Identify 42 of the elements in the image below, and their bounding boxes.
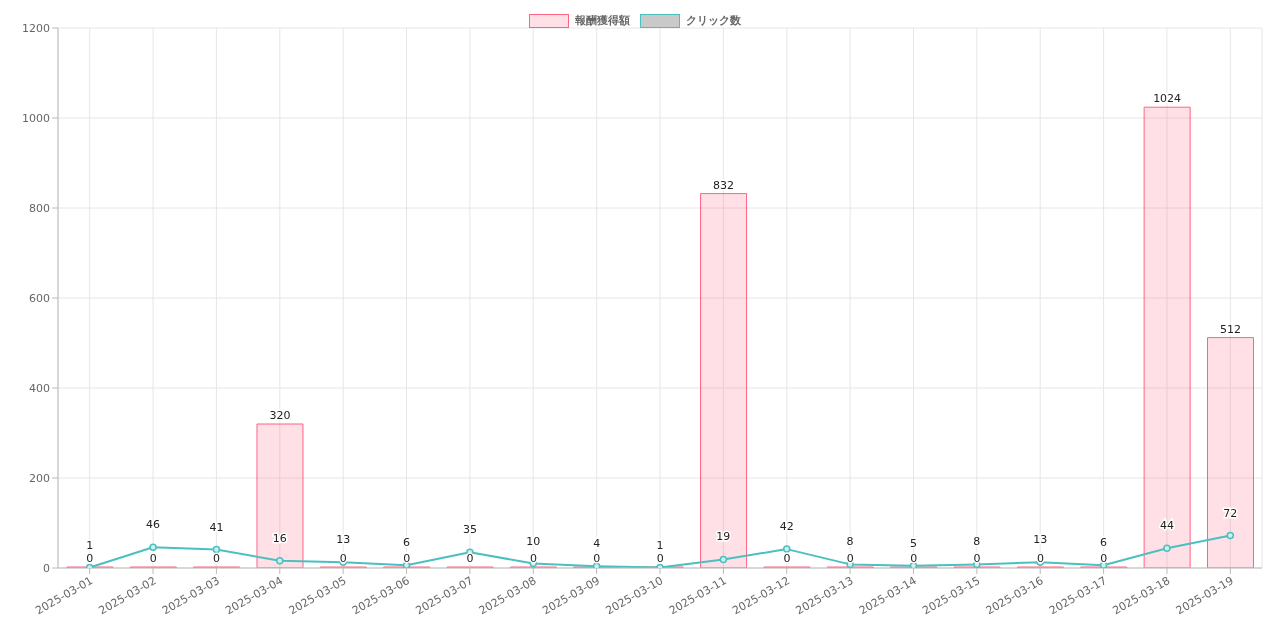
data-label: 832: [713, 178, 735, 192]
data-label: 0: [403, 552, 411, 565]
data-label: 35: [462, 523, 477, 537]
y-tick-label: 800: [29, 201, 50, 215]
data-label: 19: [716, 530, 731, 544]
data-label: 0: [86, 552, 94, 565]
data-label: 512: [1220, 322, 1241, 336]
data-label: 0: [656, 552, 664, 565]
y-tick-label: 400: [29, 381, 50, 395]
data-label: 41: [209, 520, 224, 534]
data-label: 320: [269, 409, 291, 422]
data-label: 0: [213, 552, 221, 565]
data-label: 0: [593, 552, 601, 565]
y-tick-label: 1200: [22, 21, 50, 35]
data-label: 0: [466, 552, 474, 565]
data-label: 13: [1033, 533, 1048, 547]
data-label: 10: [526, 534, 541, 548]
data-label: 13: [336, 533, 351, 547]
y-tick-label: 600: [29, 291, 50, 305]
data-label: 1: [86, 538, 94, 552]
y-tick-label: 1000: [22, 111, 50, 125]
data-label: 8: [846, 535, 854, 549]
legend-label: 報酬獲得額: [574, 13, 630, 28]
data-label: 5: [909, 536, 917, 550]
data-label: 44: [1159, 519, 1174, 533]
data-label: 0: [149, 552, 157, 565]
data-label: 16: [272, 531, 287, 545]
data-label: 72: [1223, 506, 1238, 520]
data-label: 4: [593, 537, 601, 551]
y-tick-label: 200: [29, 471, 50, 485]
data-label: 42: [779, 520, 794, 534]
data-label: 1024: [1153, 92, 1182, 106]
data-label: 8: [973, 535, 981, 549]
data-label: 6: [1100, 536, 1108, 550]
data-label: 0: [910, 552, 918, 565]
y-tick-label: 0: [43, 561, 50, 575]
data-label: 0: [783, 552, 791, 565]
data-label: 1: [656, 538, 664, 552]
legend-label: クリック数: [685, 13, 741, 28]
data-label: 46: [146, 518, 161, 532]
data-label: 0: [1100, 552, 1108, 565]
data-label: 6: [403, 536, 411, 550]
